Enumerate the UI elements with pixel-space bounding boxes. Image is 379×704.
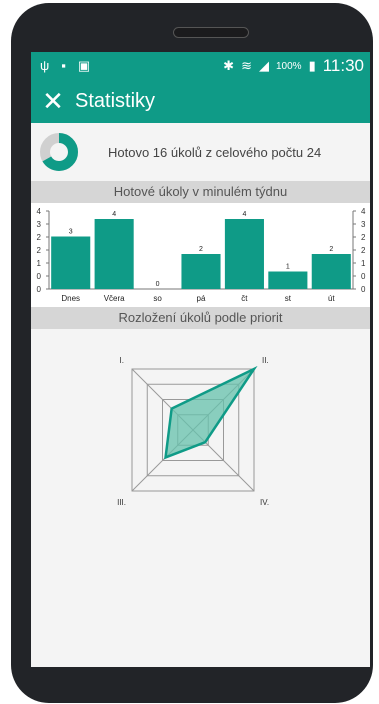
y-tick-label-left: 3 [37, 220, 42, 229]
progress-donut [40, 133, 78, 171]
sd-card-icon: ▪ [61, 58, 66, 73]
summary-text: Hotovo 16 úkolů z celového počtu 24 [108, 144, 322, 160]
no-sim-icon: ▣ [77, 58, 91, 73]
speaker-grille [173, 27, 249, 38]
y-tick-label-left: 0 [37, 285, 42, 294]
y-tick-label-right: 2 [361, 246, 366, 255]
y-tick-label-right: 3 [361, 220, 366, 229]
y-tick-label-right: 0 [361, 285, 366, 294]
y-tick-label-right: 1 [361, 259, 366, 268]
weekly-bar-chart: 0 0 0 0 1 1 2 2 2 2 3 3 4 4 3 Dnes 4 Včera 0 so 2 pá 4 čt 1 st 2 út [31, 203, 370, 307]
bar-value-label: 2 [199, 246, 203, 253]
y-tick-label-left: 4 [37, 207, 42, 216]
x-tick-label: čt [241, 294, 248, 303]
y-tick-label-right: 2 [361, 233, 366, 242]
priority-radar-chart: I. II. IV. III. [31, 329, 370, 641]
radar-axis-label: IV. [260, 498, 269, 507]
radar-ring [146, 383, 240, 477]
status-bar: ψ ▪ ▣ ✱ ≋ ◢ 100% ▮ 11:30 [31, 52, 370, 79]
app-bar: ✕ Statistiky [31, 79, 370, 123]
bar [224, 219, 264, 289]
summary-row: Hotovo 16 úkolů z celového počtu 24 [31, 123, 370, 181]
y-tick-label-left: 2 [37, 246, 42, 255]
radar-axis-label: III. [117, 498, 126, 507]
x-tick-label: út [328, 294, 335, 303]
radar-chart-svg: I. II. IV. III. [117, 356, 269, 507]
radar-ring [131, 368, 255, 492]
y-tick-label-left: 0 [37, 272, 42, 281]
bar-value-label: 3 [69, 229, 73, 236]
x-tick-label: Včera [104, 294, 125, 303]
x-tick-label: st [285, 294, 292, 303]
x-tick-label: so [153, 294, 162, 303]
usb-icon: ψ [40, 58, 50, 73]
radar-axis-label: I. [120, 356, 124, 365]
bluetooth-icon: ✱ [223, 58, 235, 73]
bar-value-label: 4 [112, 211, 116, 218]
wifi-icon: ≋ [241, 58, 252, 73]
priority-section-header: Rozložení úkolů podle priorit [31, 307, 370, 329]
bar [181, 254, 221, 289]
page-title: Statistiky [75, 89, 156, 112]
x-tick-label: Dnes [61, 294, 80, 303]
bar-value-label: 1 [286, 264, 290, 271]
battery-percent: 100% [275, 60, 302, 72]
bar [268, 271, 308, 289]
bar [311, 254, 351, 289]
y-tick-label-right: 4 [361, 207, 366, 216]
y-tick-label-left: 2 [37, 233, 42, 242]
x-tick-label: pá [197, 294, 206, 303]
bar [51, 236, 91, 289]
weekly-section-header: Hotové úkoly v minulém týdnu [31, 181, 370, 203]
close-icon[interactable]: ✕ [42, 86, 64, 116]
radar-area [164, 365, 258, 460]
bar-chart-svg: 0 0 0 0 1 1 2 2 2 2 3 3 4 4 3 Dnes 4 Včera 0 so 2 pá 4 čt 1 st 2 út [37, 207, 366, 303]
radar-axis-label: II. [262, 356, 269, 365]
signal-icon: ◢ [258, 58, 269, 73]
bar-value-label: 0 [156, 281, 160, 288]
battery-icon: ▮ [308, 58, 316, 73]
y-tick-label-left: 1 [37, 259, 42, 268]
screen: ψ ▪ ▣ ✱ ≋ ◢ 100% ▮ 11:30 ✕ Statistiky Ho… [31, 52, 370, 667]
bar-value-label: 2 [329, 246, 333, 253]
y-tick-label-right: 0 [361, 272, 366, 281]
clock: 11:30 [322, 56, 364, 75]
bar-value-label: 4 [242, 211, 246, 218]
bar [94, 219, 134, 289]
